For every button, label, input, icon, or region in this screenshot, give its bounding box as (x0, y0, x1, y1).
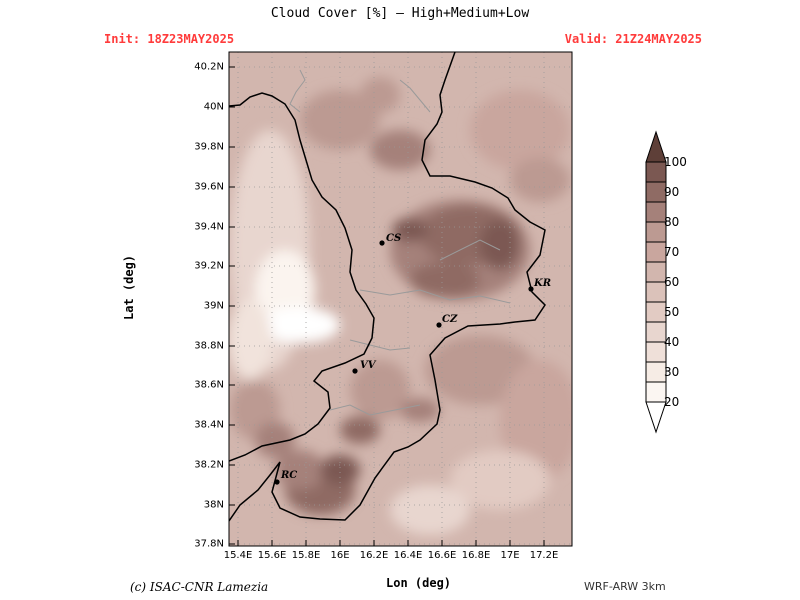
city-dot-cz (436, 322, 442, 328)
x-tick-label: 16.6E (427, 550, 457, 561)
colorbar-label: 100 (664, 155, 687, 169)
city-dot-cs (379, 240, 385, 246)
init-time: Init: 18Z23MAY2025 (104, 32, 235, 46)
y-tick-label: 38.4N (194, 419, 224, 431)
y-tick-label: 38N (203, 499, 224, 511)
axis-ticks (229, 66, 545, 546)
y-tick-label: 37.8N (194, 538, 224, 550)
y-tick-label: 39N (203, 300, 224, 312)
x-tick-label: 16.2E (359, 550, 389, 561)
y-tick-label: 38.6N (194, 379, 224, 391)
y-tick-label: 40.2N (194, 61, 224, 73)
y-tick-label: 39.6N (194, 181, 224, 193)
colorbar (645, 130, 667, 434)
x-tick-label: 15.8E (291, 550, 321, 561)
city-dot-kr (528, 286, 534, 292)
city-label-vv: VV (360, 360, 376, 371)
x-tick-label: 15.6E (257, 550, 287, 561)
city-label-kr: KR (534, 278, 552, 289)
y-axis-label: Lat (deg) (122, 254, 136, 320)
region-borders (289, 69, 511, 416)
x-axis-label: Lon (deg) (386, 576, 452, 590)
city-dot-vv (352, 368, 358, 374)
x-tick-label: 15.4E (223, 550, 253, 561)
y-tick-label: 38.2N (194, 459, 224, 471)
colorbar-label: 50 (664, 305, 680, 319)
y-tick-label: 38.8N (194, 340, 224, 352)
colorbar-label: 70 (664, 245, 680, 259)
coastline (229, 52, 546, 522)
x-tick-label: 16.8E (461, 550, 491, 561)
y-tick-label: 40N (203, 101, 224, 113)
city-label-cz: CZ (442, 314, 458, 325)
colorbar-arrow-bottom (645, 401, 667, 434)
valid-time: Valid: 21Z24MAY2025 (564, 32, 702, 46)
colorbar-label: 80 (664, 215, 680, 229)
y-tick-label: 39.4N (194, 221, 224, 233)
colorbar-label: 40 (664, 335, 680, 349)
grid-lines (229, 52, 572, 546)
y-tick-label: 39.8N (194, 141, 224, 153)
model-text: WRF-ARW 3km (584, 580, 666, 593)
colorbar-label: 90 (664, 185, 680, 199)
map-frame (228, 51, 573, 547)
city-dot-rc (274, 479, 280, 485)
x-tick-label: 16.4E (393, 550, 423, 561)
colorbar-label: 60 (664, 275, 680, 289)
city-label-cs: CS (386, 233, 402, 244)
colorbar-arrow-top (645, 130, 667, 163)
x-tick-label: 17E (500, 550, 520, 561)
x-tick-label: 17.2E (529, 550, 559, 561)
city-markers (274, 240, 534, 485)
city-label-rc: RC (281, 470, 298, 481)
colorbar-label: 30 (664, 365, 680, 379)
x-tick-label: 16E (330, 550, 350, 561)
colorbar-label: 20 (664, 395, 680, 409)
y-tick-label: 39.2N (194, 260, 224, 272)
map-title: Cloud Cover [%] — High+Medium+Low (270, 6, 530, 21)
credit-text: (c) ISAC-CNR Lamezia (130, 580, 269, 594)
